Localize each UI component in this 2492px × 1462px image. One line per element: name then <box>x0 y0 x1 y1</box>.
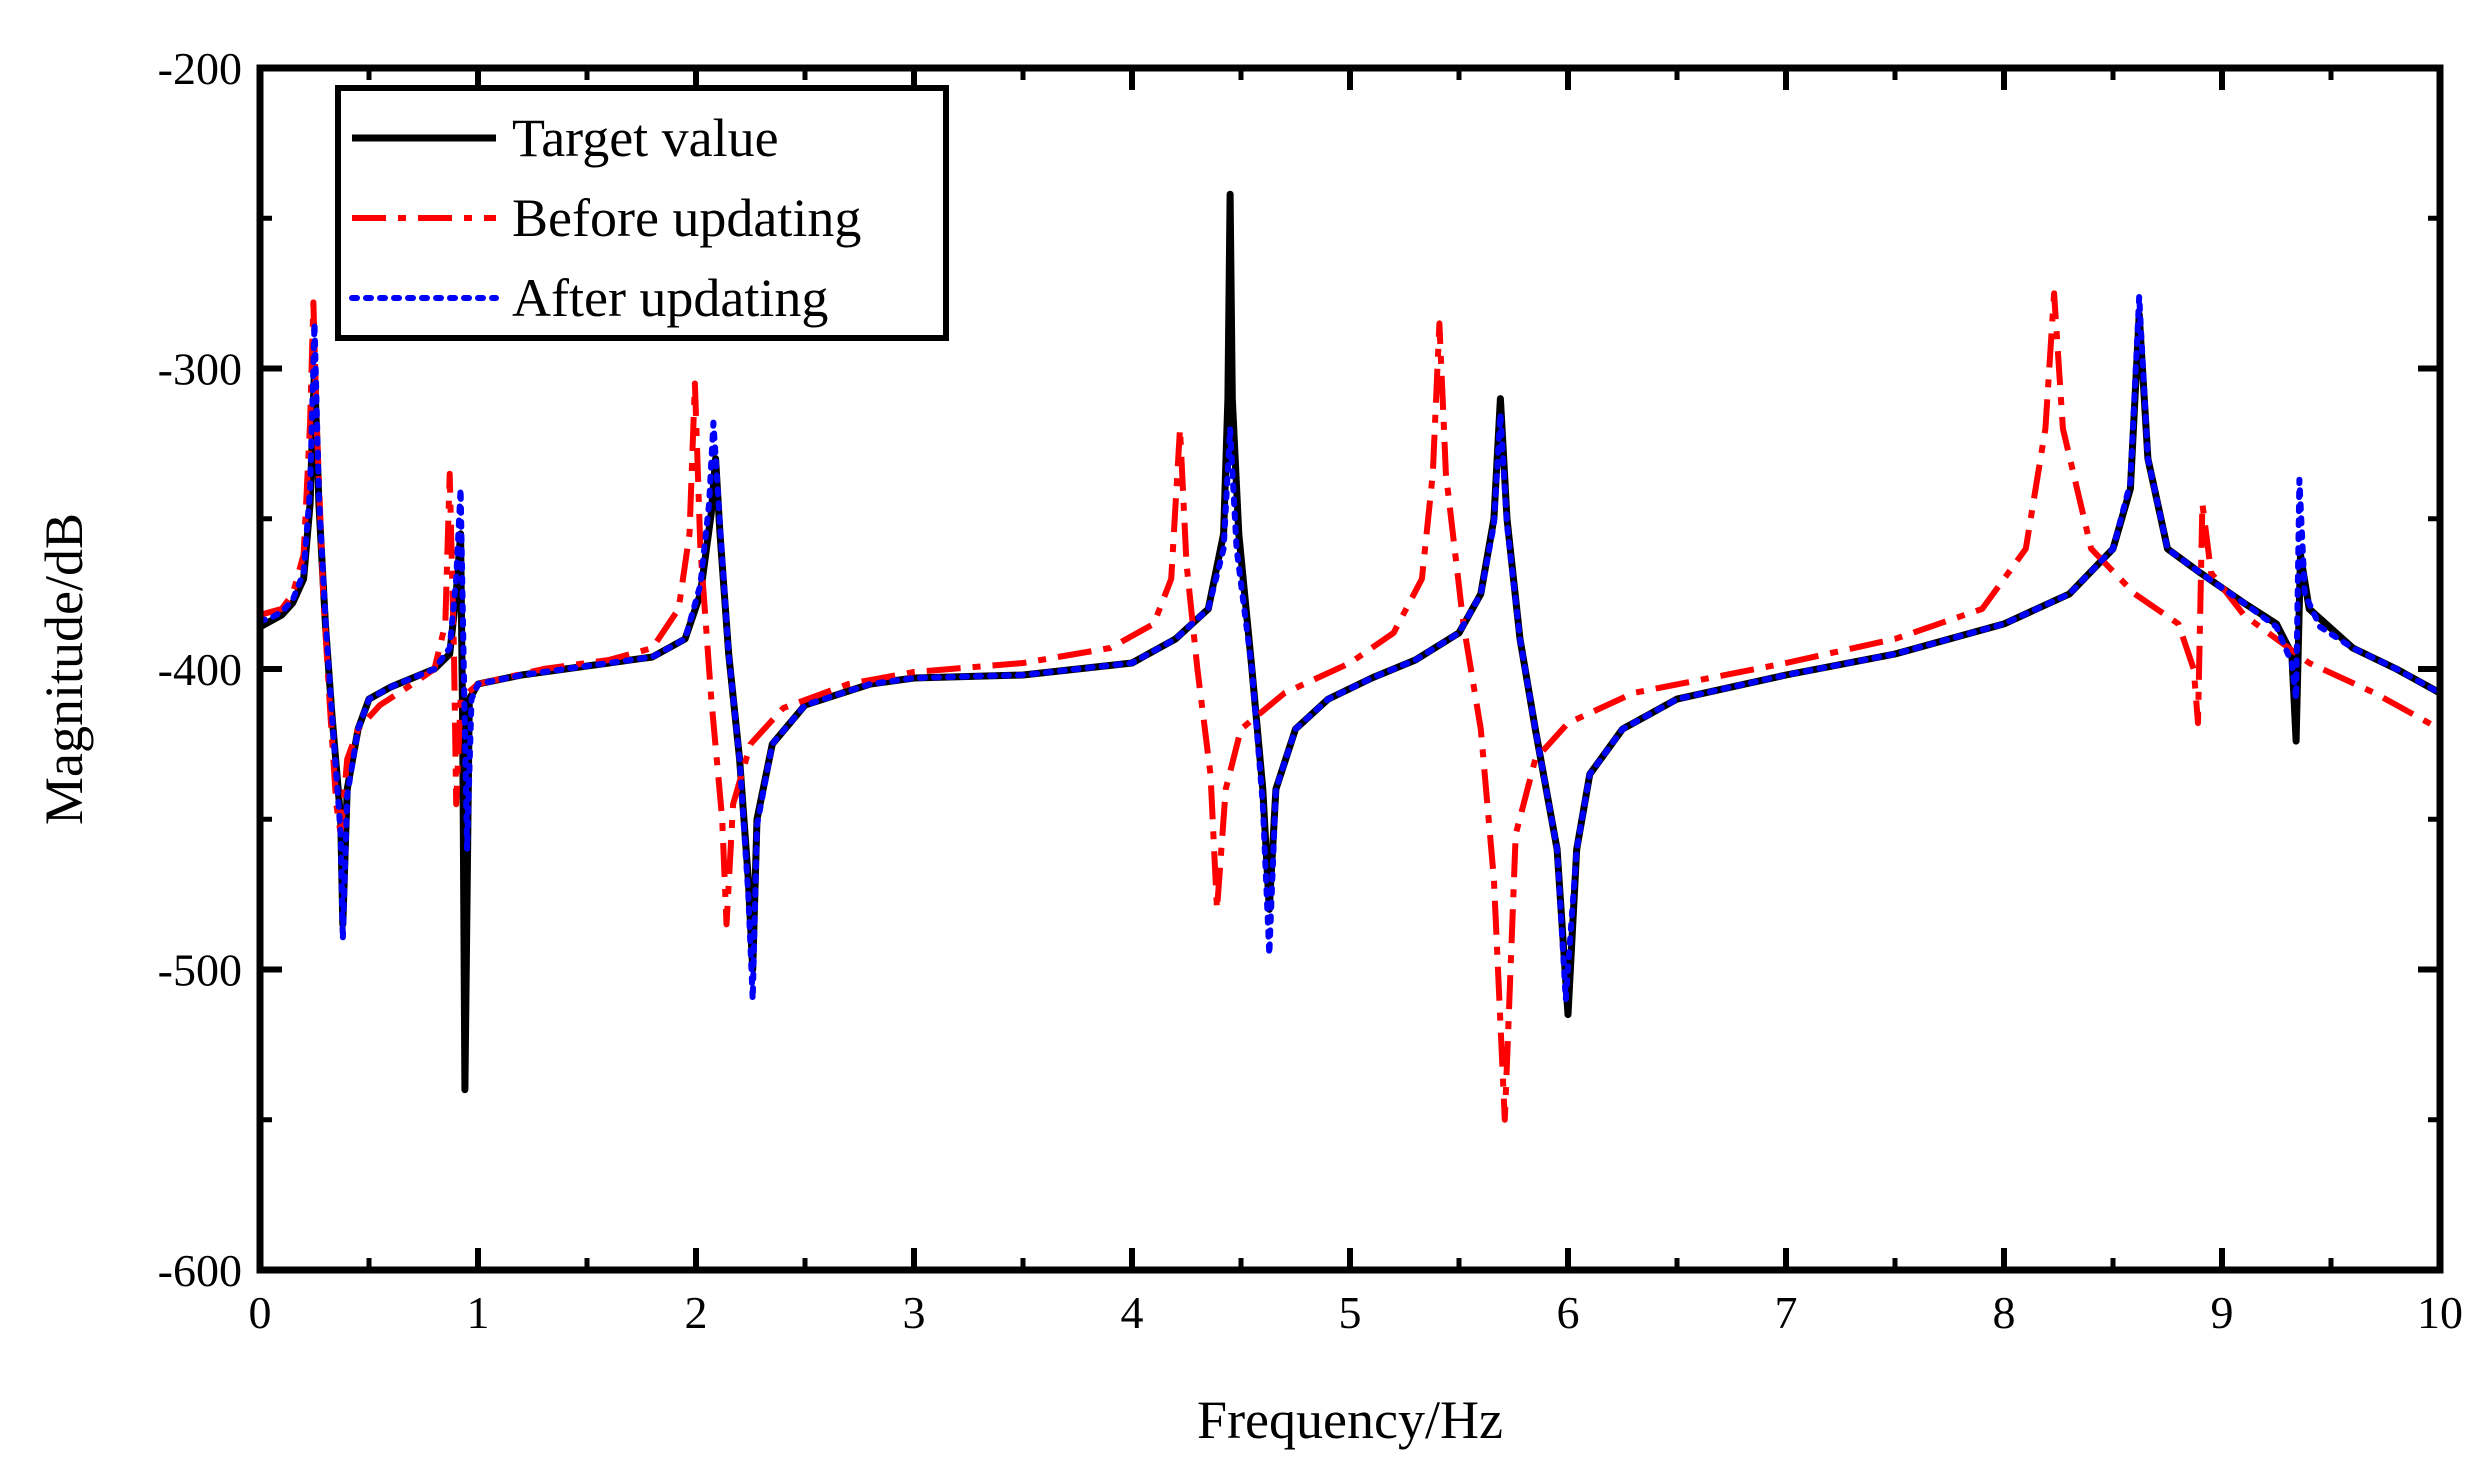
plot-frame <box>256 64 2444 1274</box>
legend: Target value Before updating After updatin… <box>335 85 949 341</box>
x-tick-label: 8 <box>1993 1287 2016 1338</box>
y-tick-label: -600 <box>158 1245 242 1296</box>
y-tick-label: -300 <box>158 344 242 395</box>
legend-label-0: Target value <box>512 108 779 168</box>
x-tick-label: 4 <box>1121 1287 1144 1338</box>
x-tick-label: 0 <box>249 1287 272 1338</box>
series-line-1 <box>259 290 2442 1123</box>
x-tick-label: 5 <box>1339 1287 1362 1338</box>
x-tick-label: 9 <box>2211 1287 2234 1338</box>
x-tick-label: 10 <box>2417 1287 2463 1338</box>
legend-label-1: Before updating <box>512 188 861 248</box>
y-axis-title: Magnitude/dB <box>34 513 94 825</box>
legend-label-2: After updating <box>512 268 828 328</box>
y-tick-label: -200 <box>158 43 242 94</box>
y-tick-label: -400 <box>158 644 242 695</box>
x-axis-title: Frequency/Hz <box>1197 1390 1503 1450</box>
series-layer <box>257 190 2443 1123</box>
x-tick-label: 6 <box>1557 1287 1580 1338</box>
ticks-layer: 0 1 2 3 4 5 6 7 8 9 10 -600 -500 -400 -300 -200 <box>158 43 2463 1338</box>
series-line-2 <box>257 293 2443 1003</box>
y-tick-label: -500 <box>158 945 242 996</box>
x-tick-label: 3 <box>903 1287 926 1338</box>
x-tick-label: 7 <box>1775 1287 1798 1338</box>
x-tick-label: 2 <box>685 1287 708 1338</box>
x-tick-label: 1 <box>467 1287 490 1338</box>
